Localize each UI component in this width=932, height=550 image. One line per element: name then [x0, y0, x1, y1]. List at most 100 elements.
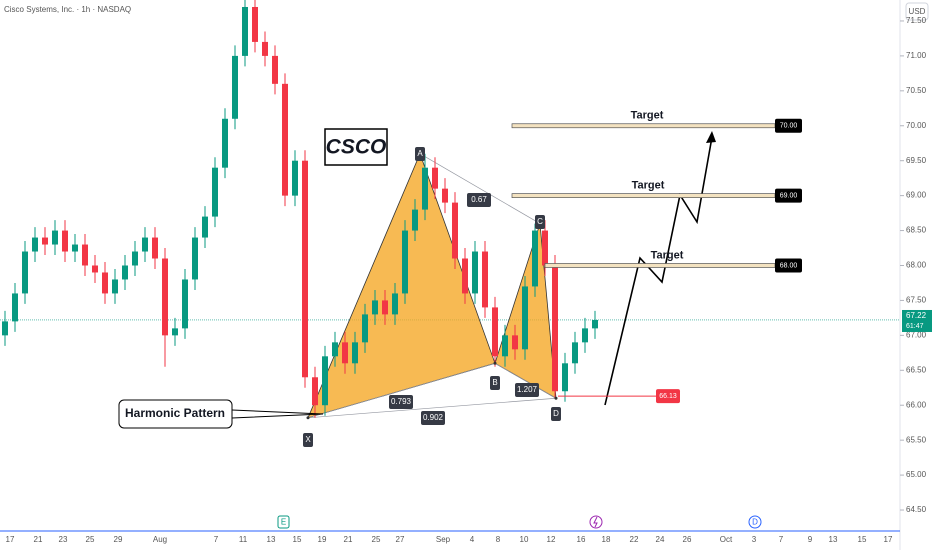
chart-title: Cisco Systems, Inc. · 1h · NASDAQ [4, 5, 131, 14]
x-tick-label: 15 [293, 535, 302, 544]
candle-body [212, 167, 218, 217]
callout-pointer [231, 409, 324, 419]
candle-body [2, 321, 8, 336]
target-price-box [775, 118, 802, 133]
ratio-line [419, 153, 541, 224]
target-label: Target [651, 249, 684, 261]
ratio-line [307, 362, 496, 419]
candle-body [342, 342, 348, 364]
ratio-line [307, 397, 557, 419]
candle-body [532, 230, 538, 287]
candle-body [242, 6, 248, 56]
y-tick-label: 71.50 [906, 16, 927, 25]
candle-body [32, 237, 38, 252]
candle-body [492, 307, 498, 357]
candle-body [422, 167, 428, 210]
target-label: Target [631, 110, 664, 122]
candle-body [262, 41, 268, 56]
y-tick-label: 64.50 [906, 505, 927, 514]
candle-body [282, 83, 288, 196]
candle-body [362, 314, 368, 343]
x-tick-label: 3 [752, 535, 757, 544]
x-tick-label: 27 [396, 535, 405, 544]
point-label-box [535, 215, 545, 229]
target-label: Target [632, 180, 665, 192]
ratio-line [494, 362, 557, 399]
candle-body [402, 230, 408, 294]
x-tick-label: 7 [779, 535, 784, 544]
y-tick-label: 65.00 [906, 470, 927, 479]
pattern-point [554, 396, 558, 400]
ratio-box [515, 383, 539, 397]
last-price-box [902, 309, 932, 332]
candle-body [292, 160, 298, 196]
candle-body [12, 293, 18, 322]
x-tick-label: 18 [602, 535, 611, 544]
candle-body [62, 230, 68, 252]
x-tick-label: Aug [153, 535, 167, 544]
last-price-label: 67.22 [906, 311, 927, 320]
candle-body [72, 244, 78, 252]
x-tick-label: 9 [808, 535, 813, 544]
x-tick-label: 13 [829, 535, 838, 544]
earnings-event: E [281, 518, 286, 527]
candle-body [332, 342, 338, 357]
y-tick-label: 65.50 [906, 435, 927, 444]
countdown: 61:47 [906, 323, 924, 330]
target-price-box [775, 188, 802, 203]
stop-label: 66.13 [659, 393, 677, 400]
ratio-box [389, 395, 413, 409]
symbol-box [324, 128, 388, 166]
ratio-label: 0.793 [391, 397, 412, 406]
candle-body [142, 237, 148, 252]
candle-body [592, 319, 598, 329]
stop-box [656, 389, 680, 404]
dividend-event: D [752, 518, 758, 527]
x-tick-label: 7 [214, 535, 219, 544]
projection-path [604, 136, 713, 406]
target-price-box [775, 258, 802, 273]
candle-body [382, 300, 388, 315]
y-tick-label: 66.50 [906, 365, 927, 374]
x-tick-label: 23 [59, 535, 68, 544]
lightning-icon [593, 516, 598, 528]
candle-body [452, 202, 458, 259]
x-tick-label: 11 [239, 535, 248, 544]
candle-body [172, 328, 178, 336]
x-tick-label: Sep [436, 535, 451, 544]
x-tick-label: 13 [267, 535, 276, 544]
x-tick-label: 4 [470, 535, 475, 544]
y-tick-label: 66.00 [906, 400, 927, 409]
point-label: C [537, 217, 543, 226]
x-tick-label: 15 [858, 535, 867, 544]
x-tick-label: 12 [547, 535, 556, 544]
earnings-icon [277, 515, 290, 529]
plot-layer [0, 0, 900, 419]
candle-body [432, 167, 438, 189]
point-label: D [553, 409, 559, 418]
ratio-label: 0.67 [471, 195, 487, 204]
x-tick-label: 17 [6, 535, 15, 544]
candle-body [312, 377, 318, 406]
target-price: 68.00 [780, 262, 798, 269]
x-tick-label: 25 [372, 535, 381, 544]
candle-body [442, 188, 448, 203]
x-tick-label: 25 [86, 535, 95, 544]
ratio-label: 0.902 [423, 413, 444, 422]
point-label-box [551, 407, 561, 421]
candle-body [222, 118, 228, 168]
target-line [544, 263, 776, 268]
candle-body [132, 251, 138, 266]
y-tick-label: 70.50 [906, 86, 927, 95]
projection-arrowhead [706, 131, 716, 143]
point-label-box [303, 433, 313, 447]
candle-body [82, 244, 88, 266]
callout-box [118, 399, 233, 429]
x-tick-label: 21 [34, 535, 43, 544]
candle-body [22, 251, 28, 294]
x-tick-label: 8 [496, 535, 501, 544]
currency-box [905, 2, 929, 21]
candle-body [122, 265, 128, 280]
x-tick-label: 26 [683, 535, 692, 544]
pattern-note: Harmonic Pattern [125, 406, 225, 420]
